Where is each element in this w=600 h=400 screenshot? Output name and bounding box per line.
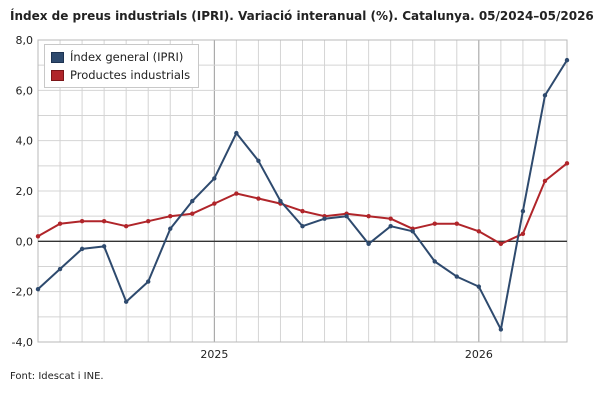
legend-label-industrial: Productes industrials (70, 68, 191, 82)
data-point-general (168, 226, 173, 231)
data-point-general (498, 327, 504, 332)
data-point-industrial (542, 178, 548, 184)
data-point-general (256, 158, 261, 163)
data-point-industrial (564, 161, 570, 166)
source-note: Font: Idescat i INE. (10, 371, 104, 382)
data-point-industrial (212, 201, 217, 206)
legend-item-general[interactable]: Índex general (IPRI) (51, 48, 190, 66)
data-point-general (123, 299, 129, 304)
data-point-industrial (234, 191, 239, 196)
data-point-general (344, 213, 349, 219)
x-tick-label: 2025 (200, 348, 228, 361)
data-point-general (35, 286, 41, 292)
data-point-industrial (520, 231, 526, 236)
data-point-industrial (101, 219, 107, 224)
data-point-general (520, 208, 526, 214)
plot-border (37, 39, 568, 343)
data-point-general (278, 198, 283, 204)
data-point-industrial (366, 213, 371, 219)
data-point-industrial (35, 234, 41, 239)
data-point-general (410, 229, 415, 234)
data-point-general (101, 244, 107, 249)
data-point-general (454, 274, 459, 279)
data-point-industrial (476, 229, 482, 234)
y-tick-label: 2,0 (16, 185, 34, 198)
data-point-general (300, 224, 305, 229)
y-tick-label: 6,0 (16, 84, 34, 97)
data-point-general (432, 259, 437, 264)
data-point-industrial (300, 208, 305, 214)
x-tick-label: 2026 (465, 348, 493, 361)
data-point-general (234, 130, 239, 136)
data-point-industrial (168, 213, 173, 219)
data-point-industrial (432, 221, 437, 226)
chart-title: Índex de preus industrials (IPRI). Varia… (10, 9, 594, 23)
data-point-industrial (498, 241, 504, 247)
data-point-industrial (388, 216, 393, 221)
legend-label-general: Índex general (IPRI) (70, 50, 184, 64)
data-point-industrial (57, 221, 63, 226)
data-point-industrial (256, 196, 261, 201)
data-point-industrial (79, 219, 85, 224)
data-point-industrial (190, 211, 195, 216)
legend-swatch-industrial (51, 69, 64, 81)
chart-legend: Índex general (IPRI) Productes industria… (44, 44, 200, 88)
data-point-industrial (123, 224, 129, 229)
y-tick-label: -2,0 (12, 286, 33, 299)
data-point-general (476, 284, 482, 289)
legend-swatch-general (51, 51, 64, 63)
data-point-general (212, 176, 217, 181)
data-point-general (542, 93, 548, 98)
data-point-general (366, 241, 371, 247)
data-point-general (190, 198, 195, 204)
data-point-general (57, 266, 63, 272)
legend-item-industrial[interactable]: Productes industrials (51, 66, 190, 84)
data-point-industrial (454, 221, 459, 226)
data-point-general (322, 216, 327, 221)
data-point-general (564, 57, 570, 63)
data-point-industrial (146, 219, 151, 224)
y-tick-label: 4,0 (16, 135, 34, 148)
data-point-general (79, 246, 85, 252)
data-point-general (388, 224, 393, 229)
y-tick-label: 8,0 (16, 34, 34, 47)
y-tick-label: 0,0 (16, 235, 34, 248)
y-tick-label: -4,0 (12, 336, 33, 349)
data-point-general (146, 279, 151, 284)
